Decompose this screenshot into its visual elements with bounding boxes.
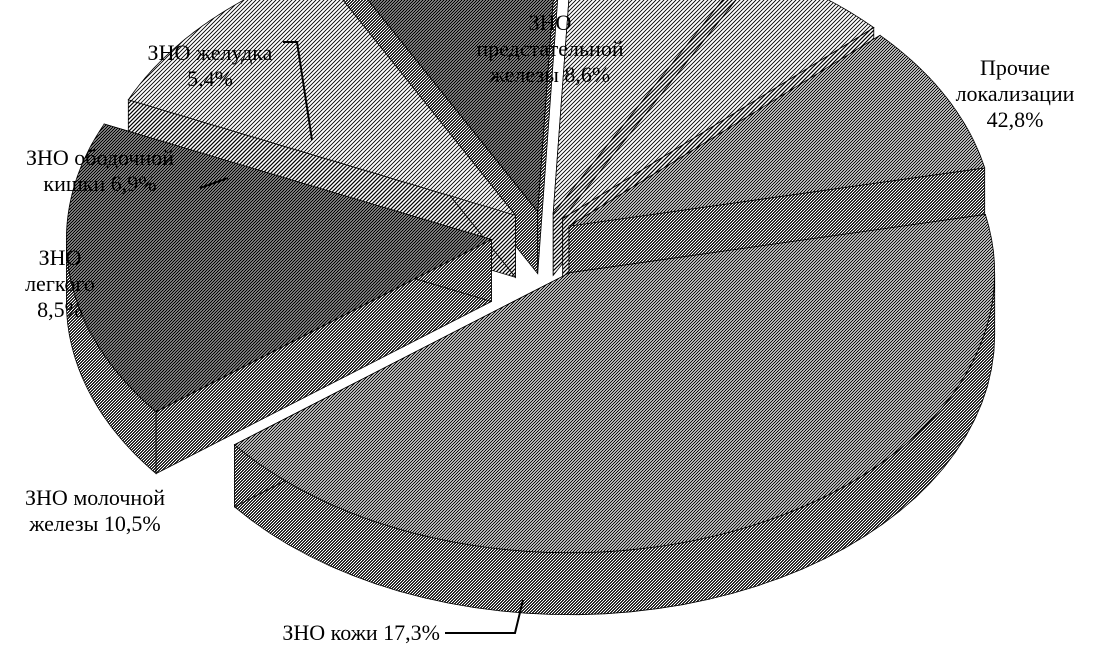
slice-label-line: железы 10,5% — [28, 511, 160, 536]
pie-slice-top — [66, 123, 493, 413]
pie-slice-top — [562, 0, 875, 219]
pie-slice-0 — [233, 214, 996, 616]
leader-line-1 — [445, 599, 524, 634]
slice-label-line: предстательной — [476, 36, 623, 61]
slice-label-line: ЗНО молочной — [25, 485, 165, 510]
pie-slice-top — [127, 0, 517, 217]
pie-slice-1 — [66, 123, 493, 475]
slice-label-2: ЗНО молочной железы 10,5% — [25, 485, 165, 536]
slice-label-line: ЗНО — [39, 245, 82, 270]
pie-slice-top — [568, 34, 986, 227]
pie-slice-6 — [568, 34, 986, 289]
slice-label-5: ЗНО желудка 5,4% — [148, 40, 273, 91]
pie-slice-top — [367, 0, 554, 213]
slice-label-line: ЗНО желудка — [148, 40, 273, 65]
slice-label-4: ЗНО ободочной кишки 6,9% — [26, 145, 174, 196]
slice-label-line: Прочие — [980, 55, 1050, 80]
slice-label-line: ЗНО кожи 17,3% — [282, 620, 440, 645]
slice-label-line: 8,5% — [37, 297, 83, 322]
slice-label-line: железы 8,6% — [489, 62, 610, 87]
slice-label-line: локализации — [956, 81, 1075, 106]
leader-line-5 — [283, 41, 313, 141]
slice-label-1: ЗНО кожи 17,3% — [282, 620, 440, 645]
slice-label-3: ЗНО легкого 8,5% — [25, 245, 95, 322]
slice-label-line: ЗНО — [529, 10, 572, 35]
slice-label-line: 5,4% — [187, 66, 233, 91]
pie-slice-top — [233, 214, 996, 554]
slice-label-line: кишки 6,9% — [43, 171, 156, 196]
slice-label-line: 42,8% — [987, 107, 1044, 132]
slice-label-line: легкого — [25, 271, 95, 296]
slice-label-6: ЗНО предстательной железы 8,6% — [476, 10, 623, 87]
slice-label-line: ЗНО ободочной — [26, 145, 174, 170]
pie-slice-top — [552, 0, 724, 215]
leader-line-4 — [199, 177, 229, 189]
slice-label-0: Прочие локализации 42,8% — [956, 55, 1075, 132]
